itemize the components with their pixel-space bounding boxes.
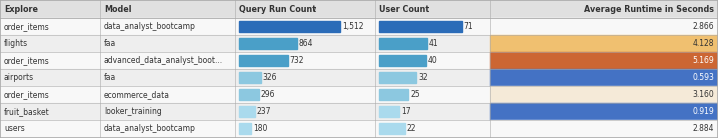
Bar [0,86,718,103]
Bar [490,103,718,120]
Text: 0.593: 0.593 [692,73,714,82]
Text: looker_training: looker_training [104,107,162,116]
Text: 5.169: 5.169 [692,56,714,65]
Text: order_items: order_items [4,22,50,31]
Bar [0,103,718,120]
Bar [239,38,297,49]
Text: order_items: order_items [4,56,50,65]
Text: 3.160: 3.160 [692,90,714,99]
Bar [379,38,426,49]
Text: flights: flights [4,39,28,48]
Bar [490,18,718,35]
Text: 0.919: 0.919 [692,107,714,116]
Bar [490,86,718,103]
Bar [239,21,340,32]
Text: 17: 17 [401,107,411,116]
Bar [239,72,261,83]
Bar [379,21,462,32]
Text: 71: 71 [464,22,473,31]
Bar [0,35,718,52]
Text: Explore: Explore [4,5,38,14]
Text: 296: 296 [261,90,275,99]
Text: 180: 180 [253,124,267,133]
Bar [0,52,718,69]
Text: User Count: User Count [379,5,429,14]
Text: faa: faa [104,39,116,48]
Text: 2.884: 2.884 [692,124,714,133]
Bar [379,123,405,134]
Bar [0,0,718,18]
Text: faa: faa [104,73,116,82]
Bar [239,55,288,66]
Text: order_items: order_items [4,90,50,99]
Bar [239,123,251,134]
Text: 732: 732 [290,56,304,65]
Bar [379,89,408,100]
Text: airports: airports [4,73,34,82]
Bar [379,72,416,83]
Text: ∨: ∨ [311,6,316,12]
Bar [239,106,255,117]
Bar [490,52,718,69]
Text: advanced_data_analyst_boot...: advanced_data_analyst_boot... [104,56,223,65]
Text: 41: 41 [429,39,439,48]
Bar [239,89,258,100]
Text: users: users [4,124,24,133]
Text: 32: 32 [419,73,428,82]
Text: 326: 326 [263,73,277,82]
Text: 4.128: 4.128 [692,39,714,48]
Text: fruit_basket: fruit_basket [4,107,50,116]
Text: 237: 237 [257,107,271,116]
Text: 864: 864 [299,39,313,48]
Bar [490,69,718,86]
Text: Model: Model [104,5,131,14]
Bar [490,35,718,52]
Bar [0,18,718,35]
Text: 40: 40 [428,56,437,65]
Bar [0,69,718,86]
Bar [379,55,426,66]
Text: Average Runtime in Seconds: Average Runtime in Seconds [584,5,714,14]
Text: 22: 22 [406,124,416,133]
Bar [490,120,718,137]
Text: 2.866: 2.866 [692,22,714,31]
Text: Query Run Count: Query Run Count [239,5,316,14]
Text: data_analyst_bootcamp: data_analyst_bootcamp [104,22,196,31]
Text: 1,512: 1,512 [342,22,363,31]
Bar [379,106,398,117]
Text: 25: 25 [410,90,420,99]
Text: ecommerce_data: ecommerce_data [104,90,170,99]
Bar [0,120,718,137]
Text: data_analyst_bootcamp: data_analyst_bootcamp [104,124,196,133]
